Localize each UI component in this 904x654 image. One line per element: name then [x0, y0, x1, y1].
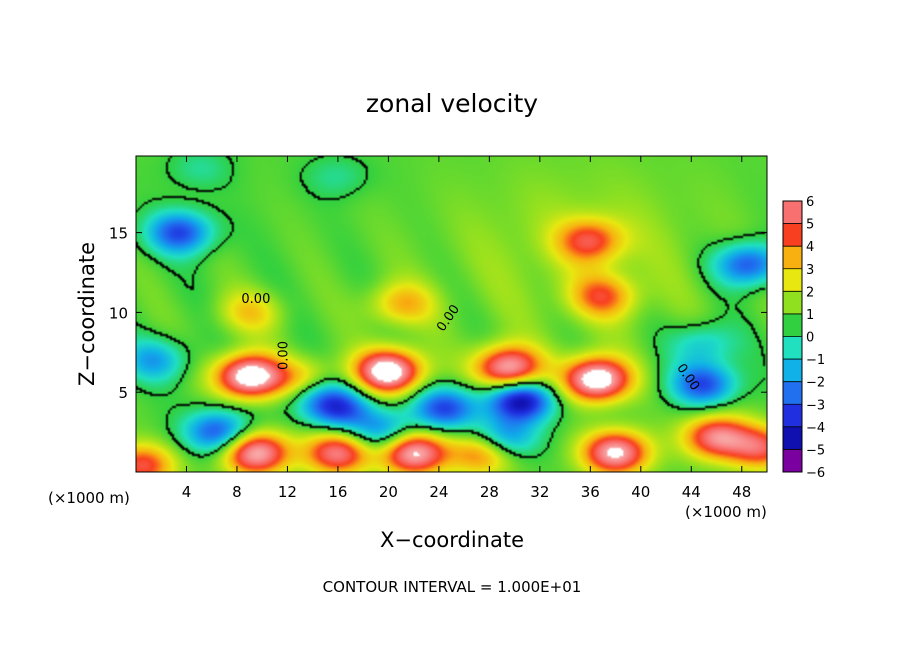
- x-unit-right: (×1000 m): [685, 503, 767, 521]
- colorbar-label: −2: [806, 376, 825, 391]
- x-tick-label: 20: [379, 483, 398, 501]
- colorbar-swatch: [783, 268, 802, 292]
- x-tick-label: 24: [429, 483, 448, 501]
- colorbar-label: 3: [806, 263, 814, 278]
- x-tick-label: 12: [278, 483, 297, 501]
- y-tick-label: 5: [118, 384, 128, 402]
- plot-frame: [135, 155, 768, 473]
- colorbar-swatch: [783, 291, 802, 314]
- colorbar-swatch: [783, 336, 802, 360]
- colorbar-swatch: [783, 359, 802, 382]
- colorbar-label: 6: [806, 195, 814, 210]
- colorbar-swatch: [783, 404, 802, 427]
- x-tick-label: 48: [732, 483, 751, 501]
- colorbar-swatch: [783, 449, 802, 472]
- colorbar: −6 −5 −4 −3 −2 −1 0 1 2 3 4 5 6: [782, 195, 825, 481]
- colorbar-label: −1: [806, 353, 825, 368]
- x-tick-label: 44: [682, 483, 701, 501]
- colorbar-label: 0: [806, 331, 814, 346]
- x-tick-label: 4: [182, 483, 192, 501]
- contour-label: 0.00: [241, 292, 270, 307]
- colorbar-label: 2: [806, 285, 814, 300]
- x-tick-label: 32: [530, 483, 549, 501]
- colorbar-swatch: [783, 381, 802, 405]
- x-tick-label: 16: [328, 483, 347, 501]
- colorbar-label: −6: [806, 466, 825, 481]
- chart-title: zonal velocity: [366, 89, 538, 118]
- colorbar-swatch: [783, 426, 802, 450]
- colorbar-label: 5: [806, 218, 814, 233]
- x-axis-ticks: 4 8 12 16 20 24 28 32 36 40 44 48: [182, 156, 751, 501]
- colorbar-label: −4: [806, 421, 825, 436]
- y-axis-label: Z−coordinate: [75, 242, 99, 386]
- contour-label: 0.00: [276, 341, 291, 370]
- colorbar-label: 1: [806, 308, 814, 323]
- velocity-field: [136, 156, 767, 472]
- colorbar-label: −5: [806, 443, 825, 458]
- y-tick-label: 15: [109, 225, 128, 243]
- colorbar-swatch: [783, 223, 802, 247]
- x-unit-left: (×1000 m): [48, 489, 130, 507]
- colorbar-swatch: [783, 313, 802, 337]
- x-tick-label: 36: [581, 483, 600, 501]
- x-axis-label: X−coordinate: [380, 528, 524, 552]
- y-tick-label: 10: [109, 304, 128, 322]
- contour-interval-note: CONTOUR INTERVAL = 1.000E+01: [323, 578, 582, 596]
- colorbar-label: 4: [806, 240, 814, 255]
- x-tick-label: 8: [232, 483, 242, 501]
- x-tick-label: 28: [480, 483, 499, 501]
- colorbar-label: −3: [806, 398, 825, 413]
- colorbar-swatch: [783, 246, 802, 269]
- colorbar-swatch: [783, 201, 802, 224]
- y-axis-ticks: 5 10 15: [109, 225, 767, 402]
- x-tick-label: 40: [631, 483, 650, 501]
